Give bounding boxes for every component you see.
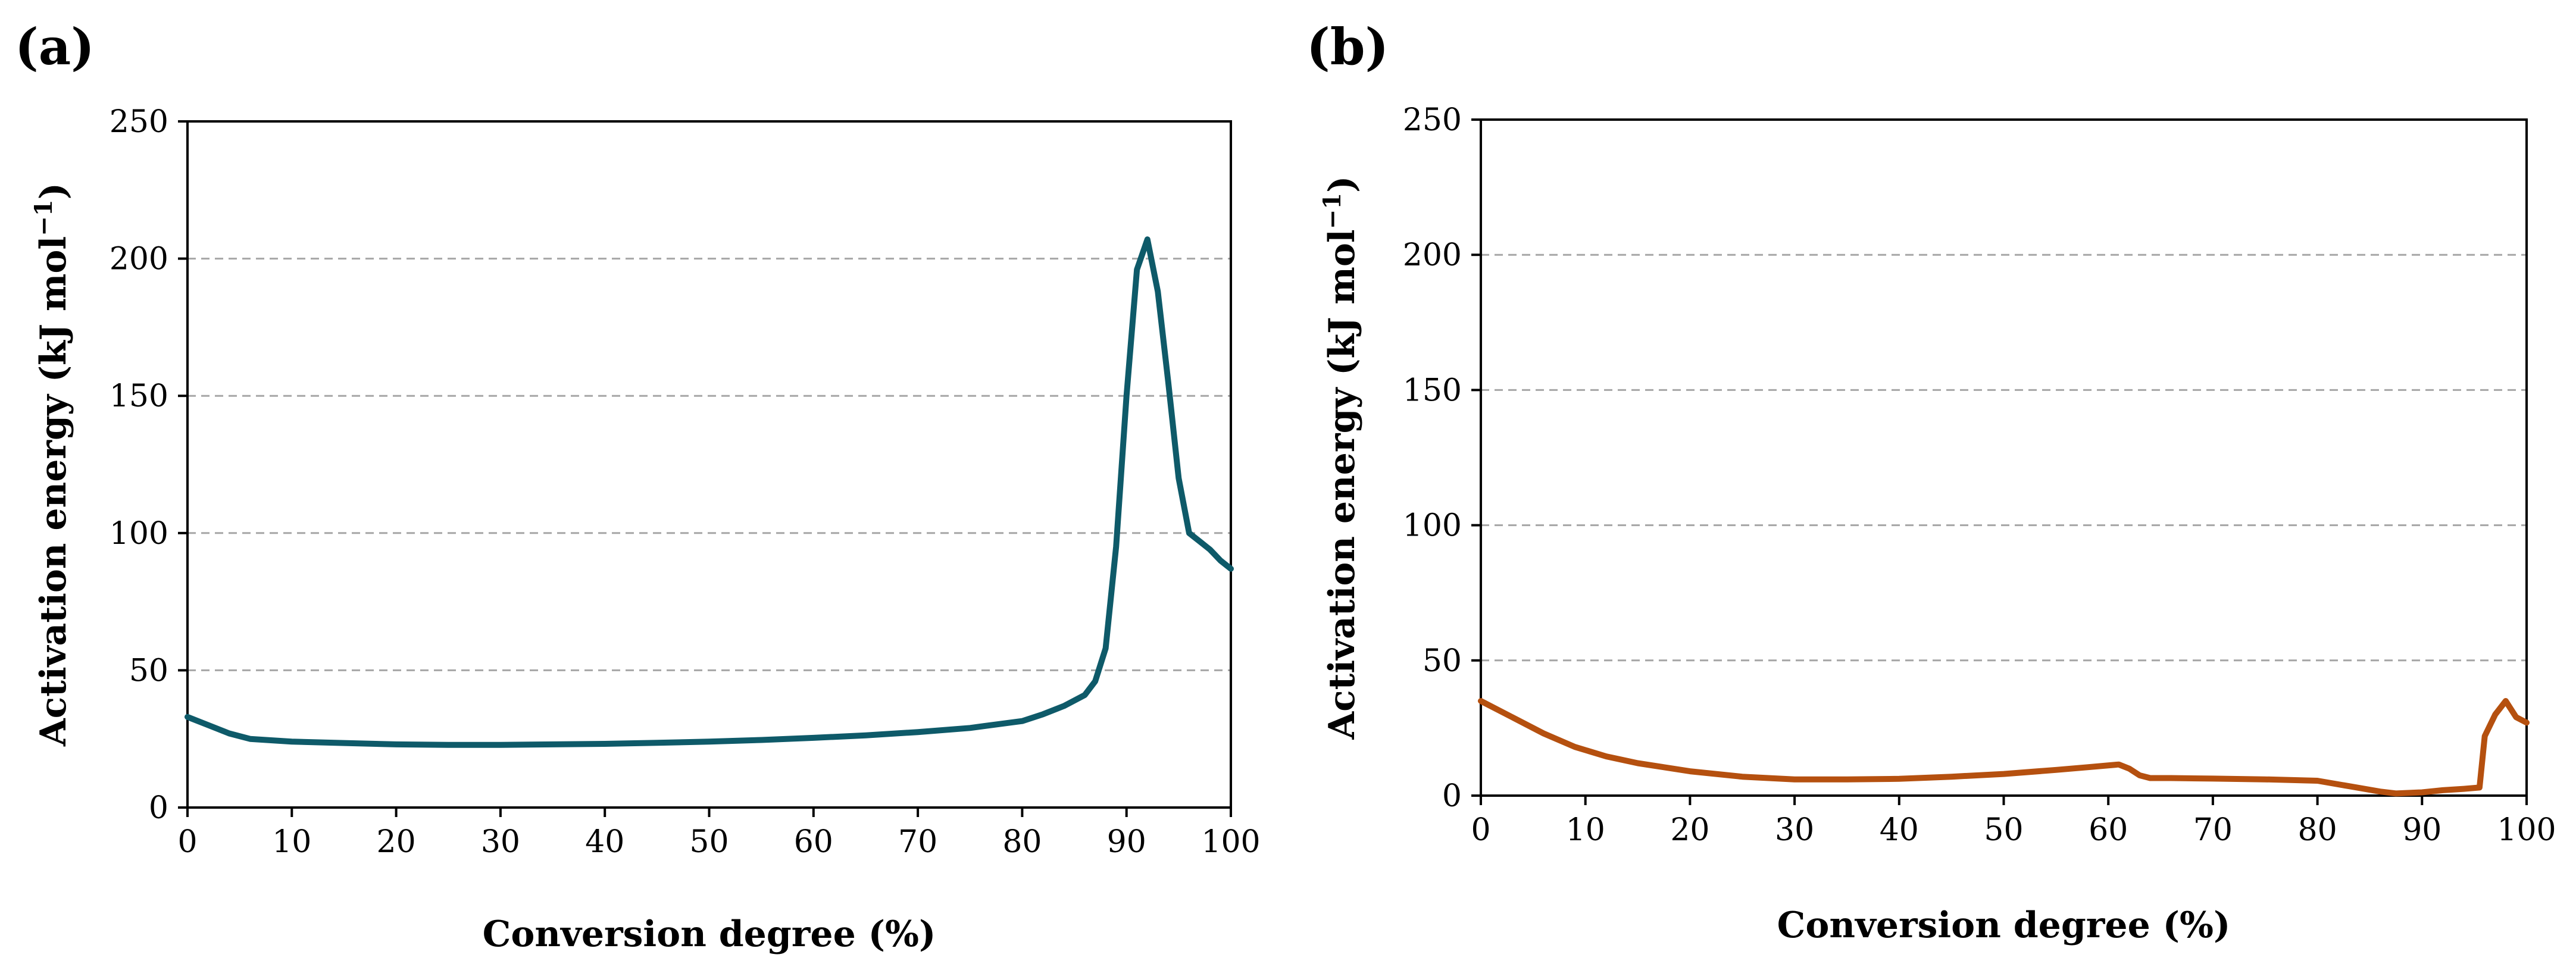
y-axis-title-main: Activation energy (kJ mol [1321, 229, 1363, 740]
series-line [185, 236, 1234, 748]
y-tick-label: 250 [110, 104, 168, 140]
y-tick-label: 250 [1403, 102, 1462, 138]
panel-label: (a) [15, 17, 95, 76]
x-tick-label: 40 [585, 824, 624, 860]
y-tick-label: 200 [1403, 237, 1462, 273]
panel-b-chart: (b) 0 50 100 150 200 250 0 10 20 30 40 50 60 70 80 90 100… [1306, 17, 2556, 946]
x-axis-title: Conversion degree (%) [483, 913, 936, 955]
x-tick-label: 20 [1670, 812, 1709, 848]
y-axis-title-main: Activation energy (kJ mol [33, 236, 74, 747]
x-axis-title: Conversion degree (%) [1777, 905, 2231, 946]
x-tick-label: 90 [2402, 812, 2441, 848]
x-tick-label: 60 [794, 824, 833, 860]
x-tick-label: 100 [2497, 812, 2556, 848]
y-axis-title-end: ) [33, 183, 74, 199]
panel-a-chart: (a) 0 50 100 150 200 250 0 10 20 30 40 50 60 70 80 90 100… [15, 17, 1261, 955]
y-tick-label: 50 [129, 653, 168, 689]
y-axis-title: Activation energy (kJ mol−1) [30, 183, 75, 747]
x-tick-label: 70 [2193, 812, 2233, 848]
y-tick-label: 50 [1423, 643, 1462, 679]
y-tick-label: 100 [1403, 508, 1462, 544]
series-line [1478, 698, 2530, 797]
x-tick-label: 0 [177, 824, 197, 860]
x-tick-label: 90 [1107, 824, 1146, 860]
x-tick-label: 80 [1002, 824, 1042, 860]
x-tick-label: 30 [1775, 812, 1814, 848]
y-axis-title-superscript: −1 [30, 199, 58, 236]
y-axis-title-superscript: −1 [1318, 193, 1346, 229]
y-tick-label: 150 [110, 378, 168, 414]
y-tick-label: 150 [1403, 373, 1462, 408]
x-tick-label: 80 [2298, 812, 2337, 848]
x-tick-label: 40 [1880, 812, 1919, 848]
panel-label: (b) [1306, 17, 1389, 76]
plot-frame [1480, 118, 2528, 797]
x-tick-label: 0 [1471, 812, 1490, 848]
y-axis-title-end: ) [1321, 176, 1363, 193]
x-tick-label: 100 [1201, 824, 1260, 860]
x-tick-label: 50 [689, 824, 729, 860]
plot-frame [186, 120, 1232, 809]
x-tick-label: 60 [2089, 812, 2128, 848]
x-tick-label: 20 [377, 824, 416, 860]
y-tick-label: 0 [1442, 778, 1462, 814]
y-tick-label: 0 [149, 790, 168, 826]
y-axis-title: Activation energy (kJ mol−1) [1318, 176, 1364, 740]
x-tick-label: 10 [1566, 812, 1605, 848]
x-tick-label: 30 [481, 824, 520, 860]
y-tick-label: 200 [110, 242, 168, 277]
x-tick-label: 50 [1984, 812, 2023, 848]
y-tick-label: 100 [110, 516, 168, 552]
x-tick-label: 10 [272, 824, 311, 860]
x-tick-label: 70 [898, 824, 937, 860]
